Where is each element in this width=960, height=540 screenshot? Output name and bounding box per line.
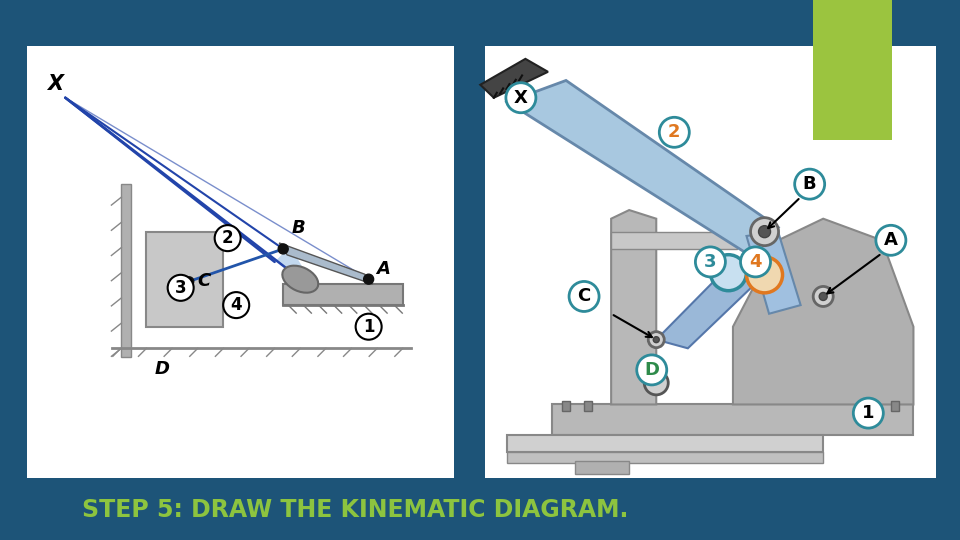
Text: C: C — [577, 287, 590, 306]
Circle shape — [644, 371, 668, 395]
Text: STEP 5: DRAW THE KINEMATIC DIAGRAM.: STEP 5: DRAW THE KINEMATIC DIAGRAM. — [82, 498, 629, 522]
Bar — [27, 46, 454, 478]
Bar — [868, 401, 876, 411]
Circle shape — [224, 292, 250, 318]
Polygon shape — [747, 232, 801, 314]
Text: 1: 1 — [862, 404, 875, 422]
Text: D: D — [644, 361, 660, 379]
Text: 2: 2 — [222, 229, 233, 247]
Polygon shape — [507, 80, 778, 253]
Text: X: X — [47, 74, 63, 94]
Bar — [507, 452, 824, 463]
Ellipse shape — [282, 266, 318, 293]
Circle shape — [747, 257, 782, 293]
Circle shape — [569, 281, 599, 312]
Bar — [147, 232, 224, 327]
Circle shape — [795, 169, 825, 199]
Circle shape — [278, 244, 288, 254]
Circle shape — [648, 332, 664, 348]
Text: B: B — [803, 175, 816, 193]
Circle shape — [184, 277, 194, 286]
Polygon shape — [65, 98, 318, 292]
Circle shape — [355, 314, 382, 340]
Text: A: A — [884, 231, 898, 249]
Text: B: B — [291, 219, 305, 237]
Polygon shape — [553, 404, 914, 435]
Circle shape — [710, 255, 747, 291]
Circle shape — [853, 398, 883, 428]
Circle shape — [168, 275, 194, 301]
Circle shape — [740, 247, 771, 277]
Text: 3: 3 — [175, 279, 186, 297]
Polygon shape — [279, 243, 372, 284]
Bar — [575, 461, 629, 474]
Bar — [813, 0, 892, 140]
Circle shape — [506, 83, 536, 113]
Text: 4: 4 — [749, 253, 762, 271]
Bar — [612, 232, 737, 249]
Text: 4: 4 — [230, 296, 242, 314]
Circle shape — [636, 355, 667, 385]
Circle shape — [660, 117, 689, 147]
Polygon shape — [507, 435, 824, 452]
Text: 3: 3 — [704, 253, 717, 271]
Text: 2: 2 — [668, 123, 681, 141]
Circle shape — [695, 247, 726, 277]
Text: A: A — [376, 260, 391, 278]
Circle shape — [751, 218, 779, 246]
Bar — [584, 401, 592, 411]
Circle shape — [215, 225, 241, 251]
Bar — [891, 401, 899, 411]
Bar — [485, 46, 936, 478]
Polygon shape — [612, 210, 657, 404]
Polygon shape — [733, 219, 914, 404]
Circle shape — [813, 286, 833, 307]
Circle shape — [819, 293, 828, 300]
Circle shape — [758, 226, 771, 238]
Circle shape — [364, 274, 373, 284]
Text: X: X — [514, 89, 528, 107]
Bar — [121, 184, 132, 357]
Bar — [283, 284, 403, 305]
Circle shape — [653, 336, 660, 343]
Polygon shape — [480, 59, 548, 98]
Circle shape — [876, 225, 906, 255]
Bar — [562, 401, 569, 411]
Text: 1: 1 — [363, 318, 374, 336]
Polygon shape — [657, 262, 764, 348]
Text: D: D — [155, 360, 170, 378]
Text: C: C — [197, 272, 210, 291]
